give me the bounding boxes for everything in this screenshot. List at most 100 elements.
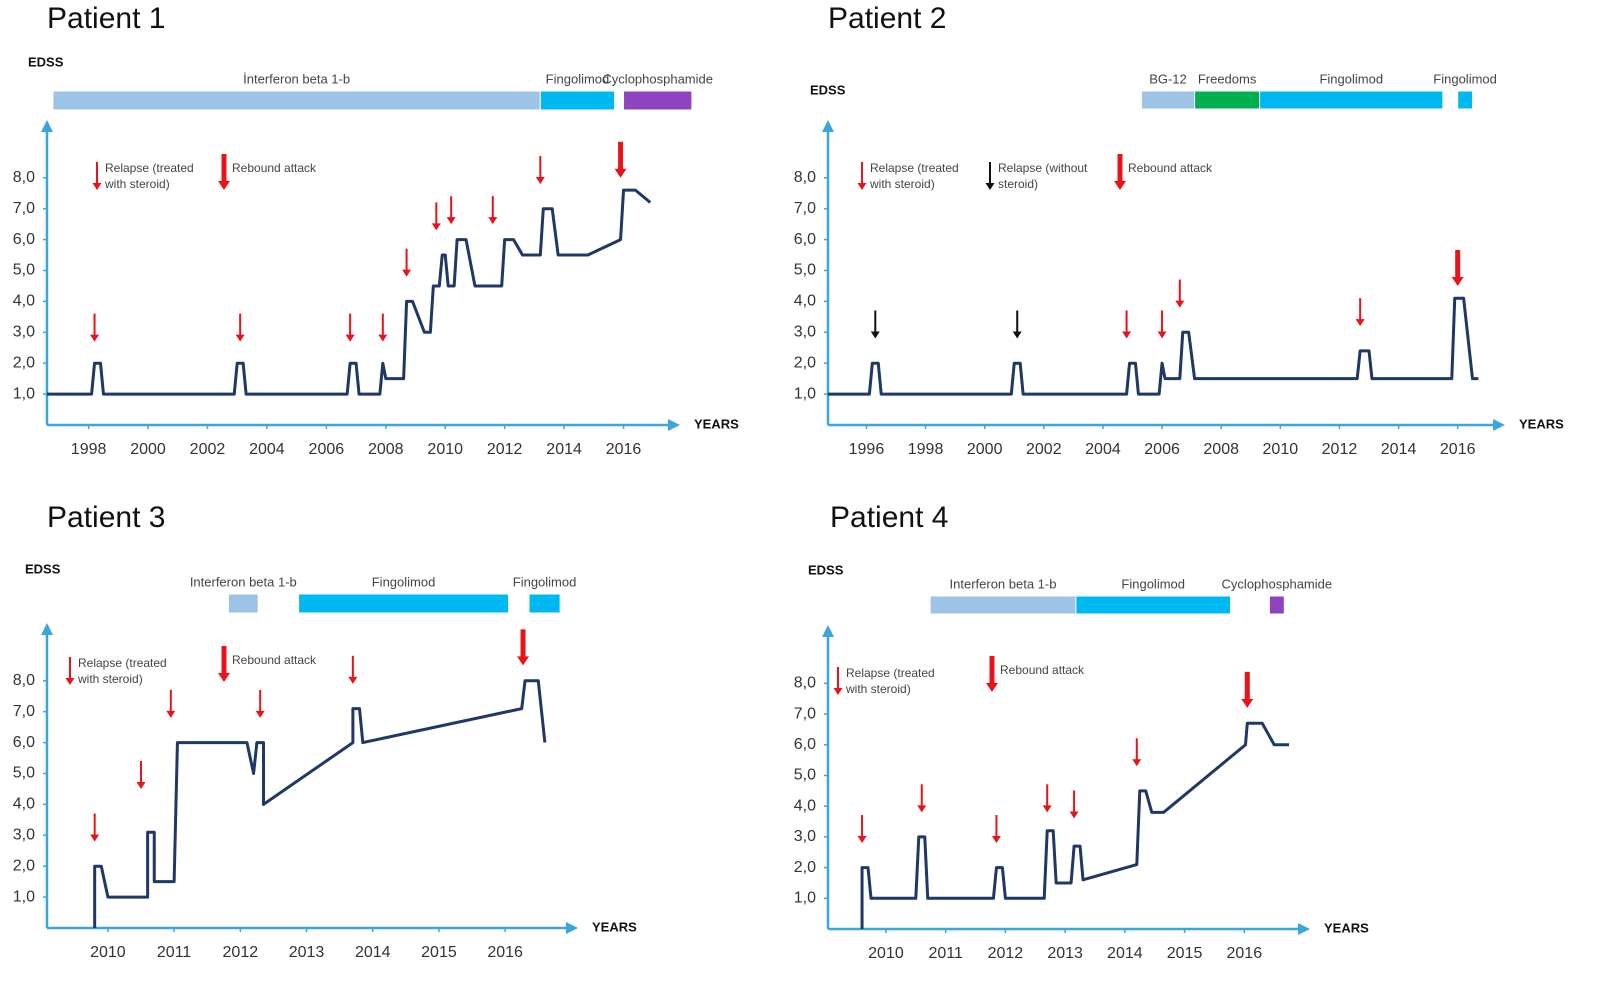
relapse-arrow [90,313,100,342]
x-axis-label: YEARS [1519,416,1564,431]
y-tick-label: 4,0 [794,293,816,310]
relapse-arrow-head [857,836,867,844]
treatment-label: Fingolimod [1121,576,1185,591]
relapse-arrow-head [402,269,412,277]
y-tick-label: 5,0 [13,262,35,279]
relapse-arrow-head [1451,276,1464,286]
x-tick-label: 1998 [71,441,107,458]
x-tick-label: 2008 [1203,441,1239,458]
y-axis-arrow [822,120,834,132]
y-tick-label: 1,0 [794,890,816,907]
x-tick-label: 2000 [967,441,1003,458]
relapse-arrow [1157,310,1167,339]
treatment-label: Interferon beta 1-b [950,576,1057,591]
x-tick-label: 2008 [368,441,404,458]
treatment-label: Fingolimod [1433,71,1497,86]
treatment-bar [1140,90,1196,110]
treatment-bar [623,90,693,111]
treatment-label: Fingolimod [372,574,436,589]
legend-arrow-head [1114,181,1126,190]
x-tick-label: 2012 [1322,441,1358,458]
relapse-arrow-head [348,676,358,684]
x-tick-label: 2013 [1047,945,1083,962]
x-tick-label: 2014 [546,441,582,458]
x-tick-label: 2004 [249,441,285,458]
legend-item: Relapse (treated with steroid) [65,656,167,686]
relapse-arrow [90,813,100,842]
x-tick-label: 2002 [1026,441,1062,458]
treatment-bar [1194,90,1261,110]
relapse-arrow-head [991,836,1001,844]
relapse-arrow-head [488,217,498,225]
legend-label: Rebound attack [1000,663,1085,677]
relapse-arrow [1175,279,1185,308]
y-tick-label: 2,0 [794,354,816,371]
legend-label: Relapse (treated with steroid) [846,666,935,696]
legend-label-box: Rebound attack [232,161,317,175]
y-tick-label: 6,0 [13,231,35,248]
relapse-arrow [1069,790,1079,819]
relapse-arrow [402,248,412,277]
y-axis-label: EDSS [808,562,844,577]
relapse-arrow-head [431,223,441,231]
relapse-arrow [870,310,880,339]
relapse-arrow-head [870,331,880,339]
y-tick-label: 6,0 [13,734,35,751]
relapse-arrow [431,202,441,231]
relapse-arrow-head [1175,300,1185,308]
y-tick-label: 8,0 [13,672,35,689]
chart-title: Patient 1 [47,2,165,35]
x-tick-label: 2006 [309,441,345,458]
y-axis-label: EDSS [28,54,64,69]
x-tick-label: 1996 [849,441,885,458]
y-tick-label: 1,0 [13,888,35,905]
relapse-arrow [378,313,388,342]
treatment-bar [1268,595,1285,615]
relapse-arrow [345,313,355,342]
relapse-arrow-head [1012,331,1022,339]
x-tick-label: 2004 [1085,441,1121,458]
legend-item: Rebound attack [1114,154,1212,190]
legend-label: Rebound attack [232,653,317,667]
relapse-arrow [1122,310,1132,339]
y-tick-label: 8,0 [13,169,35,186]
relapse-arrow-head [235,334,245,342]
treatment-label: Freedoms [1198,71,1257,86]
chart-title: Patient 2 [828,2,946,35]
x-tick-label: 2015 [421,944,457,961]
treatment-label: Fingolimod [1319,71,1383,86]
y-tick-label: 8,0 [794,169,816,186]
legend-arrow-head [986,683,998,692]
y-tick-label: 5,0 [13,765,35,782]
y-axis-label: EDSS [810,82,846,97]
chart-title: Patient 3 [47,501,165,534]
legend-item: Relapse (treated with steroid) [92,161,194,191]
y-tick-label: 7,0 [13,200,35,217]
relapse-arrow-head [446,217,456,225]
x-tick-label: 2016 [487,944,523,961]
edss-line [828,296,1479,396]
relapse-arrow-head [90,834,100,842]
y-tick-label: 1,0 [794,385,816,402]
treatment-label: BG-12 [1149,71,1187,86]
x-tick-label: 2013 [289,944,325,961]
relapse-arrow [166,689,176,718]
treatment-label: İnterferon beta 1-b [243,71,350,86]
x-tick-label: 2010 [427,441,463,458]
relapse-arrow [1241,671,1254,708]
y-tick-label: 3,0 [13,827,35,844]
relapse-arrow-head [614,168,627,178]
y-tick-label: 8,0 [794,675,816,692]
relapse-arrow [1012,310,1022,339]
x-tick-label: 2014 [1381,441,1417,458]
legend-label-box: Relapse (treated with steroid) [78,656,167,686]
legend-label: Relapse (treated with steroid) [78,656,167,686]
x-axis-arrow [1493,419,1505,431]
legend-label: Rebound attack [232,161,317,175]
y-axis-arrow [822,625,834,637]
treatment-label: Fingolimod [546,71,610,86]
x-tick-label: 2012 [487,441,523,458]
relapse-arrow-head [1132,759,1142,767]
relapse-arrow-head [136,781,146,789]
